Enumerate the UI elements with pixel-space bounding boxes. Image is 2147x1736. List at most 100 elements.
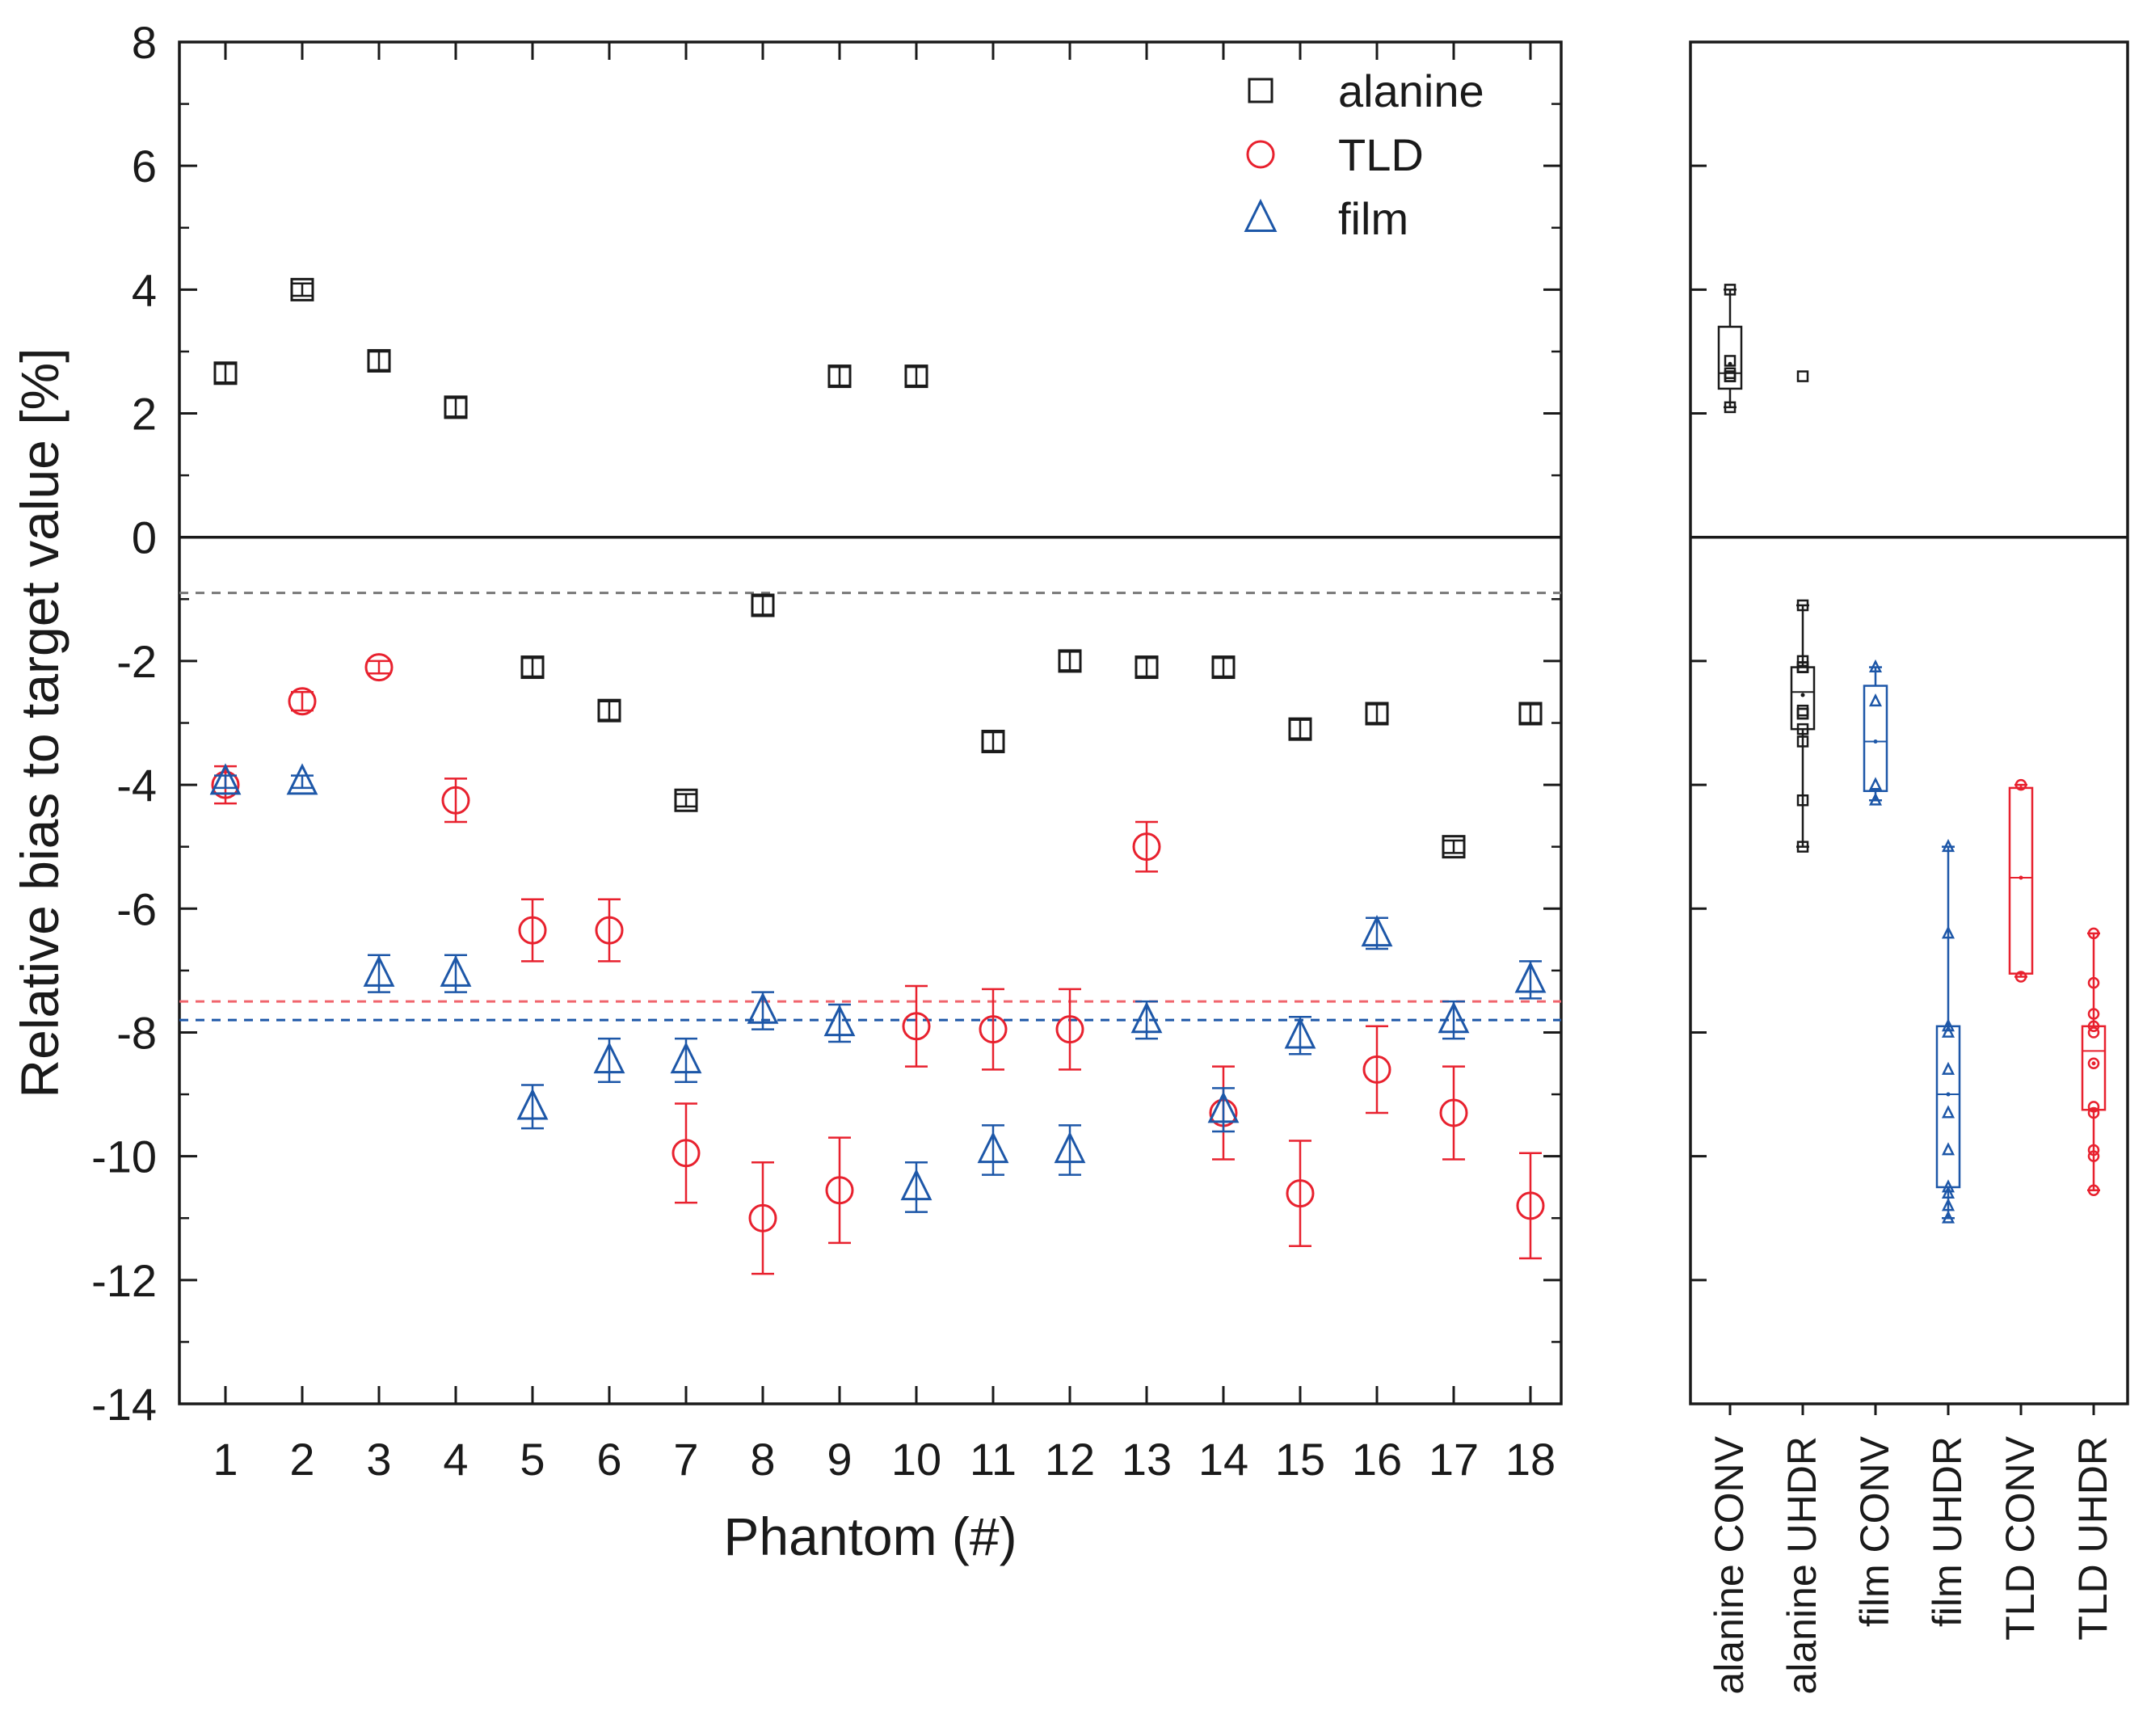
alanine-point (1135, 655, 1159, 680)
film-point (593, 1041, 625, 1074)
film-conv-point (1868, 693, 1883, 707)
film-point (1207, 1091, 1240, 1123)
alanine-point (904, 364, 928, 389)
box-plot-frame (1689, 40, 2129, 1405)
film-point (209, 763, 242, 795)
tld-uhdr-mean (2091, 1061, 2096, 1066)
tld-uhdr-point (2087, 1101, 2100, 1113)
alanine-point (981, 729, 1005, 753)
tld-point (902, 1012, 931, 1041)
tld-point (979, 1015, 1008, 1044)
tld-point (211, 770, 240, 799)
film-uhdr-point (1941, 1061, 1955, 1075)
tld-point (671, 1139, 701, 1168)
alanine-point (1442, 835, 1466, 859)
film-point (747, 992, 779, 1024)
y-tick-label: -4 (116, 760, 157, 811)
film-point (1514, 961, 1547, 993)
legend-label-tld: TLD (1338, 129, 1424, 180)
film-point (286, 763, 318, 795)
tld-uhdr-point (2087, 1150, 2100, 1162)
tld-point (441, 786, 470, 815)
y-tick-label: 2 (132, 389, 157, 440)
box-category-label: alanine CONV (1707, 1435, 1752, 1694)
tld-uhdr-point (2087, 1144, 2100, 1157)
tld-uhdr-point (2087, 1106, 2100, 1119)
alanine-point (1288, 717, 1312, 741)
alanine-uhdr-point (1796, 735, 1809, 748)
x-tick-label: 14 (1198, 1434, 1248, 1485)
y-tick-label: -10 (91, 1131, 157, 1182)
film-uhdr-point (1941, 1105, 1955, 1119)
film-point (516, 1088, 549, 1120)
alanine-conv-point (1724, 401, 1737, 414)
box-category-label: alanine UHDR (1779, 1436, 1825, 1695)
legend-label-alanine: alanine (1338, 65, 1484, 116)
legend-label-film: film (1338, 193, 1408, 244)
x-axis-title: Phantom (#) (723, 1506, 1017, 1566)
x-tick-label: 4 (443, 1434, 468, 1485)
alanine-uhdr-mean (1800, 693, 1805, 697)
tld-point (364, 653, 394, 682)
tld-conv-point (2014, 971, 2027, 983)
y-tick-label: -2 (116, 636, 157, 687)
x-tick-label: 3 (366, 1434, 391, 1485)
x-tick-label: 11 (970, 1434, 1017, 1485)
tld-uhdr-point (2087, 1057, 2100, 1069)
y-tick-label: 4 (132, 264, 157, 315)
alanine-conv-point (1724, 367, 1737, 380)
tld-conv-mean (2019, 875, 2023, 880)
x-tick-label: 16 (1352, 1434, 1402, 1485)
x-tick-label: 6 (596, 1434, 621, 1485)
tld-point (1286, 1179, 1315, 1208)
alanine-point (827, 364, 852, 389)
tld-uhdr-box (2081, 1025, 2107, 1111)
alanine-point (1211, 655, 1236, 680)
film-uhdr-point (1941, 925, 1955, 939)
alanine-uhdr-point (1796, 723, 1809, 735)
tld-point (748, 1203, 777, 1232)
film-point (1284, 1017, 1316, 1049)
film-point (977, 1131, 1009, 1164)
film-conv-box (1863, 685, 1888, 793)
film-point (1438, 1001, 1470, 1034)
alanine-point (1518, 702, 1543, 726)
tld-point (1362, 1055, 1391, 1084)
x-tick-label: 18 (1505, 1434, 1556, 1485)
alanine-point (597, 698, 621, 723)
x-tick-label: 10 (891, 1434, 941, 1485)
tld-uhdr-point (2087, 927, 2100, 940)
film-point (823, 1005, 856, 1037)
y-tick-label: -6 (116, 883, 157, 934)
tld-point (1516, 1191, 1545, 1220)
tld-point (1439, 1098, 1468, 1127)
x-tick-label: 8 (750, 1434, 775, 1485)
alanine-point (751, 593, 775, 617)
film-point (1130, 1001, 1163, 1034)
film-conv-point (1868, 777, 1883, 790)
legend-marker-tld (1246, 140, 1275, 169)
x-tick-label: 2 (289, 1434, 314, 1485)
y-axis-title: Relative bias to target value [%] (10, 348, 69, 1098)
alanine-point (290, 277, 314, 301)
tld-conv-point (2014, 778, 2027, 791)
tld-point (825, 1176, 854, 1205)
tld-uhdr-point (2087, 976, 2100, 989)
tld-point (288, 687, 317, 716)
tld-point (1055, 1015, 1084, 1044)
box-category-label: film UHDR (1925, 1436, 1970, 1627)
alanine-point (1058, 649, 1082, 673)
film-point (900, 1169, 932, 1201)
alanine-point (520, 655, 545, 680)
film-point (363, 954, 395, 987)
film-uhdr-mean (1946, 1092, 1951, 1097)
box-category-label: film CONV (1852, 1435, 1897, 1627)
film-uhdr-point (1941, 1198, 1955, 1211)
tld-uhdr-point (2087, 1020, 2100, 1033)
film-point (440, 954, 472, 987)
film-uhdr-point (1941, 1024, 1955, 1038)
film-point (1054, 1131, 1086, 1164)
alanine-uhdr-box (1790, 666, 1816, 731)
